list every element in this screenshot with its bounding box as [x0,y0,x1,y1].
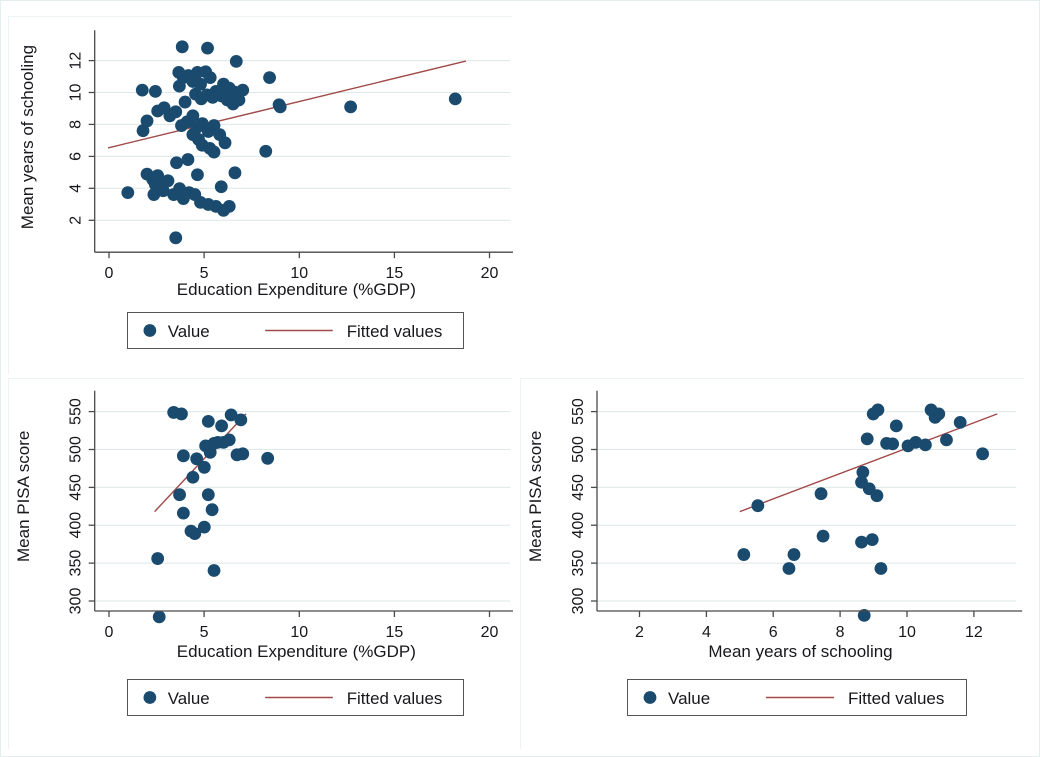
svg-text:12: 12 [965,624,983,641]
svg-text:10: 10 [290,624,308,641]
svg-text:Fitted values: Fitted values [347,322,443,341]
svg-text:12: 12 [68,52,85,70]
svg-text:400: 400 [68,512,85,539]
svg-text:Fitted values: Fitted values [848,689,944,708]
svg-text:4: 4 [702,624,711,641]
svg-text:15: 15 [386,624,404,641]
svg-text:10: 10 [898,624,916,641]
svg-text:8: 8 [836,624,845,641]
svg-text:350: 350 [570,550,587,577]
svg-text:2: 2 [635,624,644,641]
svg-text:550: 550 [570,398,587,425]
svg-text:350: 350 [68,550,85,577]
svg-text:Value: Value [168,322,210,341]
svg-text:300: 300 [570,588,587,615]
svg-text:Value: Value [668,689,710,708]
svg-text:10: 10 [68,84,85,102]
svg-text:2: 2 [68,216,85,225]
svg-text:20: 20 [481,624,499,641]
svg-text:5: 5 [200,624,209,641]
svg-text:500: 500 [570,436,587,463]
svg-text:450: 450 [68,474,85,501]
svg-text:550: 550 [68,398,85,425]
svg-text:6: 6 [769,624,778,641]
svg-text:450: 450 [570,474,587,501]
svg-text:4: 4 [68,184,85,193]
svg-text:500: 500 [68,436,85,463]
svg-text:Fitted values: Fitted values [347,689,443,708]
svg-text:300: 300 [68,588,85,615]
svg-text:6: 6 [68,152,85,161]
svg-text:0: 0 [105,624,114,641]
svg-text:8: 8 [68,120,85,129]
svg-text:400: 400 [570,512,587,539]
svg-text:Value: Value [168,689,210,708]
